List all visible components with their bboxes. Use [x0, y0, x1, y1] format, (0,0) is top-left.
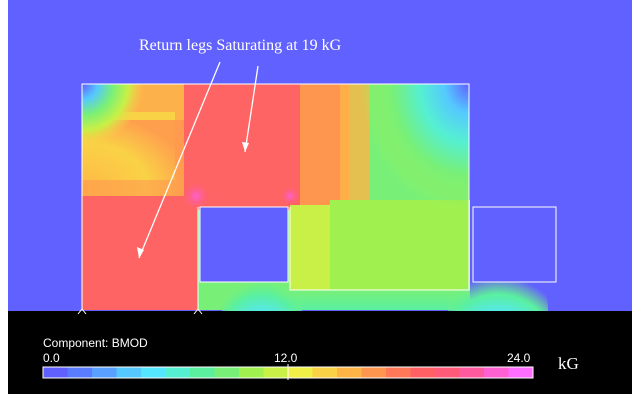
- hot-spot-left: [182, 182, 210, 210]
- colorbar-segment: [67, 367, 93, 378]
- colorbar-component-label: Component: BMOD: [43, 336, 148, 350]
- yoke-center-yellow: [290, 205, 335, 290]
- colorbar-segment: [410, 367, 436, 378]
- annotation-arrow-left: [138, 61, 221, 259]
- colorbar-min-label: 0.0: [43, 351, 60, 365]
- colorbar-segment: [288, 367, 313, 378]
- colorbar-segment: [435, 367, 460, 378]
- colorbar-segment: [141, 367, 166, 378]
- colorbar-unit: kG: [558, 354, 579, 373]
- colorbar-segment: [312, 367, 338, 378]
- annotation-label: Return legs Saturating at 19 kG: [139, 37, 342, 54]
- annotation-arrowhead-right: [242, 142, 249, 152]
- legend-background: [8, 311, 632, 394]
- colorbar-segment: [508, 367, 534, 378]
- colorbar-max-label: 24.0: [507, 351, 531, 365]
- colorbar-segment: [386, 367, 411, 378]
- yoke-corner-tr: [360, 84, 469, 214]
- base-marker-left: [77, 308, 87, 315]
- colorbar-mid-label: 12.0: [274, 351, 298, 365]
- colorbar-segment: [459, 367, 485, 378]
- colorbar: [42, 366, 534, 379]
- annotation-arrowhead-left: [137, 247, 144, 258]
- colorbar-segment: [239, 367, 264, 378]
- annotation-arrow-right: [244, 65, 259, 153]
- yoke-bottom-strip: [290, 290, 470, 310]
- hot-spot-right: [280, 186, 300, 206]
- base-marker-right: [193, 308, 203, 315]
- coil-window-left-fill: [199, 206, 289, 283]
- colorbar-segment: [263, 367, 289, 378]
- yoke-corner-tl: [82, 84, 144, 146]
- colorbar-segment: [43, 367, 68, 378]
- colorbar-segment: [484, 367, 509, 378]
- colorbar-segment: [337, 367, 362, 378]
- colorbar-segment: [165, 367, 191, 378]
- colorbar-segment: [116, 367, 142, 378]
- colorbar-segment: [214, 367, 240, 378]
- colorbar-segment: [361, 367, 387, 378]
- yoke-center-green: [330, 200, 470, 290]
- yoke-outline: [81, 83, 470, 310]
- coil-window-right-fill: [472, 206, 557, 283]
- colorbar-segment: [190, 367, 215, 378]
- colorbar-segment: [92, 367, 117, 378]
